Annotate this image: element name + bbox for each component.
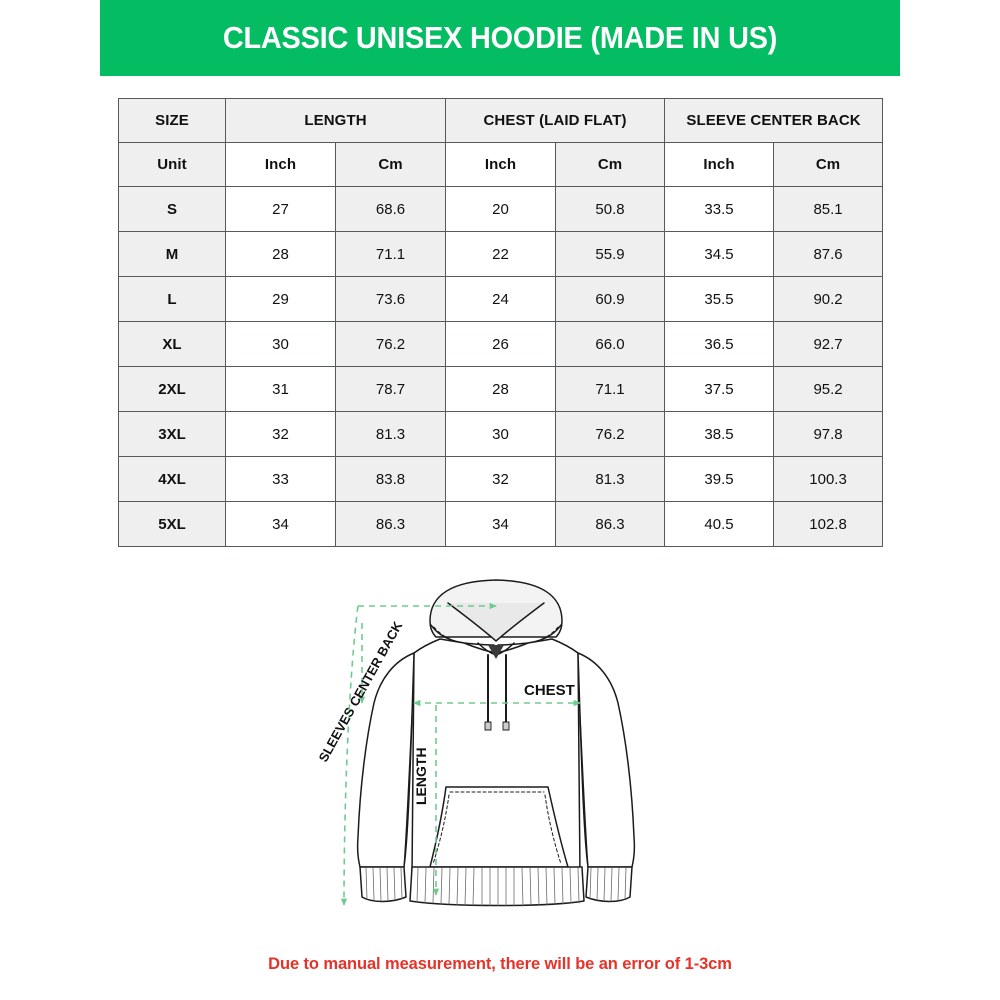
guide-sleeve-diagonal xyxy=(340,605,359,906)
row-size: L xyxy=(118,276,226,322)
cell-length-cm: 83.8 xyxy=(334,456,447,502)
cell-sleeve-cm: 102.8 xyxy=(773,501,884,547)
cell-length-inch: 29 xyxy=(225,276,336,322)
cell-length-inch: 30 xyxy=(225,321,336,367)
cell-length-inch: 31 xyxy=(225,366,336,412)
cell-sleeve-inch: 39.5 xyxy=(664,456,775,502)
table-row: S 27 68.6 20 50.8 33.5 85.1 xyxy=(118,186,884,232)
cell-chest-cm: 86.3 xyxy=(555,501,666,547)
cell-sleeve-cm: 92.7 xyxy=(773,321,884,367)
row-size: M xyxy=(118,231,226,277)
cell-length-cm: 73.6 xyxy=(334,276,447,322)
cell-length-inch: 34 xyxy=(225,501,336,547)
cell-chest-inch: 30 xyxy=(445,411,557,457)
table-row: L 29 73.6 24 60.9 35.5 90.2 xyxy=(118,276,884,322)
unit-sleeve-inch: Inch xyxy=(664,142,775,187)
table-row: 3XL 32 81.3 30 76.2 38.5 97.8 xyxy=(118,411,884,457)
cell-sleeve-inch: 33.5 xyxy=(664,186,775,232)
cell-length-inch: 32 xyxy=(225,411,336,457)
cell-sleeve-inch: 35.5 xyxy=(664,276,775,322)
unit-label: Unit xyxy=(118,142,226,187)
cell-chest-inch: 32 xyxy=(445,456,557,502)
hoodie-outline xyxy=(356,579,636,907)
table-row: XL 30 76.2 26 66.0 36.5 92.7 xyxy=(118,321,884,367)
cell-sleeve-inch: 34.5 xyxy=(664,231,775,277)
unit-chest-cm: Cm xyxy=(555,142,666,187)
cell-sleeve-cm: 100.3 xyxy=(773,456,884,502)
table-group-header-row: SIZE LENGTH CHEST (LAID FLAT) SLEEVE CEN… xyxy=(118,98,884,143)
chest-label: CHEST xyxy=(524,682,575,699)
table-row: M 28 71.1 22 55.9 34.5 87.6 xyxy=(118,231,884,277)
table-row: 4XL 33 83.8 32 81.3 39.5 100.3 xyxy=(118,456,884,502)
cell-chest-inch: 24 xyxy=(445,276,557,322)
cell-sleeve-cm: 97.8 xyxy=(773,411,884,457)
cell-length-cm: 86.3 xyxy=(334,501,447,547)
row-size: 5XL xyxy=(118,501,226,547)
unit-length-cm: Cm xyxy=(334,142,447,187)
cell-sleeve-cm: 85.1 xyxy=(773,186,884,232)
cell-chest-cm: 50.8 xyxy=(555,186,666,232)
cell-chest-cm: 66.0 xyxy=(555,321,666,367)
unit-sleeve-cm: Cm xyxy=(773,142,884,187)
unit-chest-inch: Inch xyxy=(445,142,557,187)
cell-chest-inch: 22 xyxy=(445,231,557,277)
page-title: CLASSIC UNISEX HOODIE (MADE IN US) xyxy=(222,20,778,55)
cell-sleeve-cm: 90.2 xyxy=(773,276,884,322)
cell-sleeve-inch: 38.5 xyxy=(664,411,775,457)
row-size: S xyxy=(118,186,226,232)
cell-length-inch: 28 xyxy=(225,231,336,277)
cell-chest-cm: 60.9 xyxy=(555,276,666,322)
cell-length-inch: 27 xyxy=(225,186,336,232)
table-row: 5XL 34 86.3 34 86.3 40.5 102.8 xyxy=(118,501,884,547)
cell-chest-inch: 20 xyxy=(445,186,557,232)
table-row: 2XL 31 78.7 28 71.1 37.5 95.2 xyxy=(118,366,884,412)
measurement-disclaimer: Due to manual measurement, there will be… xyxy=(268,955,732,973)
cell-chest-inch: 26 xyxy=(445,321,557,367)
row-size: 4XL xyxy=(118,456,226,502)
cell-length-cm: 78.7 xyxy=(334,366,447,412)
table-unit-header-row: Unit Inch Cm Inch Cm Inch Cm xyxy=(118,142,884,187)
column-group-size: SIZE xyxy=(118,98,226,143)
cell-chest-inch: 34 xyxy=(445,501,557,547)
size-chart-table: SIZE LENGTH CHEST (LAID FLAT) SLEEVE CEN… xyxy=(118,98,884,547)
cell-length-cm: 68.6 xyxy=(334,186,447,232)
cell-length-cm: 71.1 xyxy=(334,231,447,277)
cell-sleeve-cm: 87.6 xyxy=(773,231,884,277)
cell-length-cm: 76.2 xyxy=(334,321,447,367)
cell-sleeve-cm: 95.2 xyxy=(773,366,884,412)
cell-sleeve-inch: 37.5 xyxy=(664,366,775,412)
cell-sleeve-inch: 36.5 xyxy=(664,321,775,367)
unit-length-inch: Inch xyxy=(225,142,336,187)
cell-sleeve-inch: 40.5 xyxy=(664,501,775,547)
cell-chest-cm: 71.1 xyxy=(555,366,666,412)
cell-length-inch: 33 xyxy=(225,456,336,502)
row-size: 3XL xyxy=(118,411,226,457)
cell-chest-cm: 76.2 xyxy=(555,411,666,457)
cell-length-cm: 81.3 xyxy=(334,411,447,457)
column-group-length: LENGTH xyxy=(224,98,447,143)
cell-chest-cm: 55.9 xyxy=(555,231,666,277)
row-size: XL xyxy=(118,321,226,367)
cell-chest-inch: 28 xyxy=(445,366,557,412)
length-label: LENGTH xyxy=(413,747,429,805)
hoodie-measurement-diagram: CHEST LENGTH SLEEVES CENTER BACK xyxy=(318,575,678,925)
cell-chest-cm: 81.3 xyxy=(555,456,666,502)
column-group-chest: CHEST (LAID FLAT) xyxy=(445,98,666,143)
column-group-sleeve: SLEEVE CENTER BACK xyxy=(664,98,884,143)
header-banner: CLASSIC UNISEX HOODIE (MADE IN US) xyxy=(100,0,900,76)
row-size: 2XL xyxy=(118,366,226,412)
